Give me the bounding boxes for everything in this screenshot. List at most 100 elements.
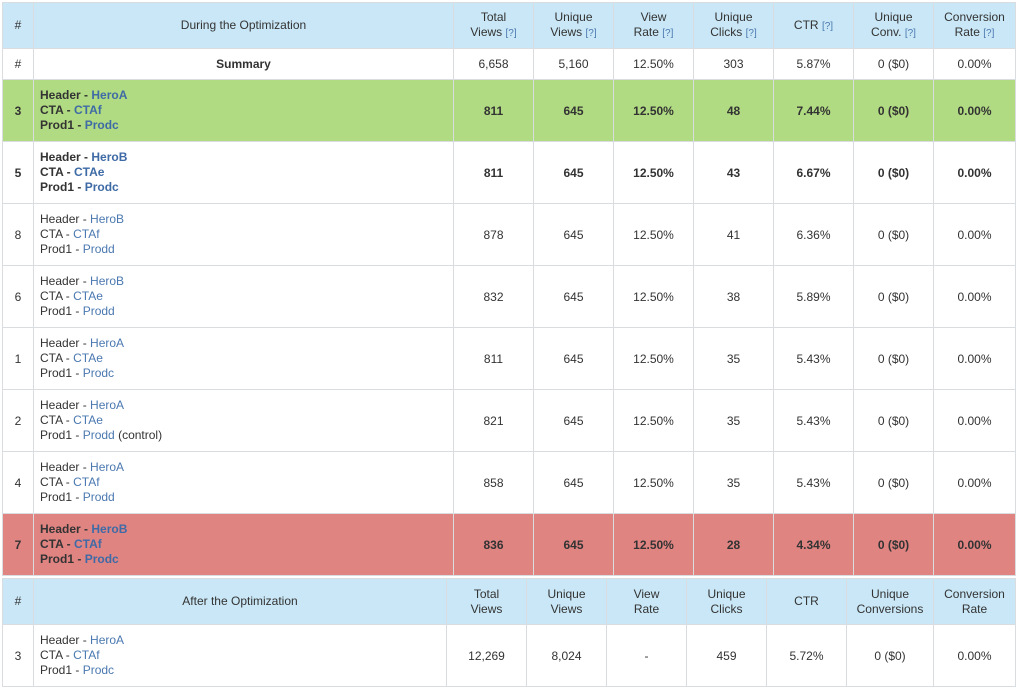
variation-cta-link[interactable]: CTAf — [74, 537, 102, 551]
variation-cta-label: CTA — [40, 413, 63, 427]
col-header-num: # — [2, 578, 34, 625]
cell-unique-conv: 0 ($0) — [853, 79, 934, 142]
help-link[interactable]: [?] — [904, 28, 916, 39]
variation-cta-link[interactable]: CTAe — [73, 289, 103, 303]
col-header-ctr[interactable]: CTR [?] — [773, 2, 854, 49]
row-num: 3 — [2, 79, 34, 142]
cell-unique-clicks: 38 — [693, 265, 774, 328]
summary-label: Summary — [33, 48, 454, 80]
separator: - — [63, 537, 74, 551]
col-header-unique-views[interactable]: Unique Views [?] — [533, 2, 614, 49]
col-header-unique-views: Unique Views — [526, 578, 607, 625]
cell-conversion-rate: 0.00% — [933, 451, 1016, 514]
variation-header-link[interactable]: HeroA — [90, 398, 125, 412]
variation-header-label: Header — [40, 88, 81, 102]
variation-header-link[interactable]: HeroB — [90, 212, 125, 226]
variation-header-label: Header — [40, 150, 81, 164]
separator: - — [80, 150, 92, 164]
variation-header-link[interactable]: HeroA — [90, 633, 125, 647]
variation-cta-label: CTA — [40, 351, 63, 365]
col-header-unique-clicks[interactable]: Unique Clicks [?] — [693, 2, 774, 49]
variation-header-link[interactable]: HeroB — [90, 274, 125, 288]
variation-cta-link[interactable]: CTAf — [73, 475, 100, 489]
variation-prod-link[interactable]: Prodc — [84, 180, 119, 194]
cell-total-views: 836 — [453, 513, 534, 576]
cell-conversion-rate: 0.00% — [933, 265, 1016, 328]
variation-header-label: Header — [40, 633, 80, 647]
help-link[interactable]: [?] — [505, 28, 517, 39]
variation-header-link[interactable]: HeroA — [90, 460, 125, 474]
cell-conversion-rate: 0.00% — [933, 203, 1016, 266]
summary-num: # — [2, 48, 34, 80]
col-header-num: # — [2, 2, 34, 49]
cell-total-views: 832 — [453, 265, 534, 328]
table-row: 1 Header - HeroA CTA - CTAe Prod1 - Prodc 81… — [2, 327, 1016, 390]
cell-ctr: 6.67% — [773, 141, 854, 204]
variation-prod-link[interactable]: Prodc — [82, 366, 115, 380]
cell-conversion-rate: 0.00% — [933, 327, 1016, 390]
variation-cell: Header - HeroA CTA - CTAe Prod1 - Prodd (c… — [33, 389, 454, 452]
variation-cta-link[interactable]: CTAe — [74, 165, 105, 179]
variation-cta-link[interactable]: CTAf — [73, 648, 100, 662]
separator: - — [72, 663, 83, 677]
help-link[interactable]: [?] — [585, 28, 597, 39]
col-header-unique-conversions: Unique Conversions — [846, 578, 934, 625]
help-link[interactable]: [?] — [983, 28, 995, 39]
col-header-variation: After the Optimization — [33, 578, 447, 625]
cell-ctr: 5.89% — [773, 265, 854, 328]
variation-prod-link[interactable]: Prodd — [82, 304, 115, 318]
cell-conversion-rate: 0.00% — [933, 389, 1016, 452]
cell-total-views: 858 — [453, 451, 534, 514]
table-row: 8 Header - HeroB CTA - CTAf Prod1 - Prodd 87… — [2, 203, 1016, 266]
cell-unique-views: 645 — [533, 203, 614, 266]
variation-prod-link[interactable]: Prodd — [82, 490, 115, 504]
cell-unique-views: 645 — [533, 513, 614, 576]
variation-prod-link[interactable]: Prodd — [82, 242, 115, 256]
col-header-total-views[interactable]: Total Views [?] — [453, 2, 534, 49]
help-link[interactable]: [?] — [745, 28, 757, 39]
variation-prod-link[interactable]: Prodd — [82, 428, 115, 442]
variation-prod-label: Prod1 — [40, 490, 73, 504]
variation-header-link[interactable]: HeroA — [90, 336, 125, 350]
variation-cell: Header - HeroB CTA - CTAf Prod1 - Prodd — [33, 203, 454, 266]
control-suffix: (control) — [114, 428, 163, 442]
variation-header-label: Header — [40, 336, 80, 350]
summary-conversion-rate: 0.00% — [933, 48, 1016, 80]
separator: - — [72, 242, 83, 256]
variation-prod-link[interactable]: Prodc — [84, 118, 119, 132]
table-row: 4 Header - HeroA CTA - CTAf Prod1 - Prodd 85… — [2, 451, 1016, 514]
variation-header-link[interactable]: HeroA — [91, 88, 128, 102]
variation-prod-link[interactable]: Prodc — [84, 552, 119, 566]
during-optimization-table: # During the Optimization Total Views [?]… — [2, 2, 1016, 576]
table-row: 3 Header - HeroA CTA - CTAf Prod1 - Prodc 12… — [2, 624, 1016, 687]
col-header-unique-clicks: Unique Clicks — [686, 578, 767, 625]
variation-cta-link[interactable]: CTAe — [73, 413, 103, 427]
help-link[interactable]: [?] — [821, 20, 834, 32]
separator: - — [74, 180, 85, 194]
cell-total-views: 821 — [453, 389, 534, 452]
cell-ctr: 5.72% — [766, 624, 847, 687]
separator: - — [72, 366, 83, 380]
variation-prod-link[interactable]: Prodc — [82, 663, 115, 677]
variation-header-link[interactable]: HeroB — [91, 150, 128, 164]
col-header-conversion-rate[interactable]: Conversion Rate [?] — [933, 2, 1016, 49]
variation-cta-link[interactable]: CTAe — [73, 351, 103, 365]
cell-total-views: 811 — [453, 141, 534, 204]
cell-total-views: 811 — [453, 327, 534, 390]
variation-cta-link[interactable]: CTAf — [74, 103, 102, 117]
variation-header-link[interactable]: HeroB — [91, 522, 128, 536]
col-header-unique-conv[interactable]: Unique Conv. [?] — [853, 2, 934, 49]
separator: - — [62, 648, 74, 662]
cell-unique-clicks: 41 — [693, 203, 774, 266]
variation-cta-label: CTA — [40, 227, 63, 241]
cell-ctr: 4.34% — [773, 513, 854, 576]
separator: - — [62, 351, 74, 365]
variation-cta-link[interactable]: CTAf — [73, 227, 100, 241]
cell-unique-views: 645 — [533, 327, 614, 390]
variation-cta-label: CTA — [40, 103, 64, 117]
col-header-view-rate[interactable]: View Rate [?] — [613, 2, 694, 49]
help-link[interactable]: [?] — [662, 28, 674, 39]
cell-unique-conv: 0 ($0) — [853, 451, 934, 514]
variation-header-label: Header — [40, 460, 80, 474]
cell-unique-views: 645 — [533, 389, 614, 452]
